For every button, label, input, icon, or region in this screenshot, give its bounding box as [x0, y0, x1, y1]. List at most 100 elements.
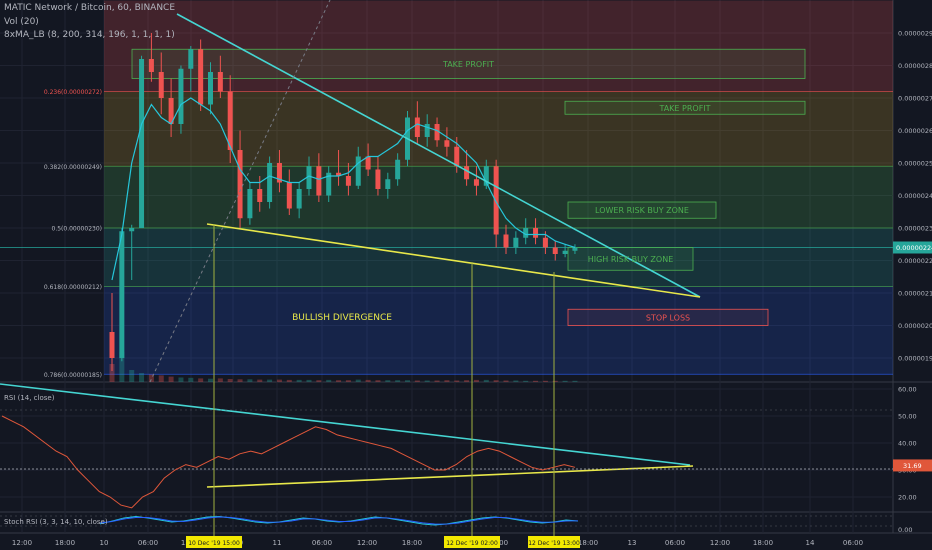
rsi-value-tag — [893, 459, 932, 472]
candle-body — [513, 237, 519, 248]
candle-body — [355, 156, 361, 186]
volume-bar — [434, 380, 440, 382]
candle-body — [365, 156, 371, 170]
support-trendline[interactable] — [206, 223, 701, 298]
candle-body — [483, 166, 489, 186]
candle-body — [523, 228, 529, 238]
fib-level-label: 0.786(0.00000185) — [44, 372, 102, 379]
candle-body — [562, 250, 568, 254]
volume-bar — [148, 374, 154, 382]
candle-body — [158, 72, 164, 98]
rsi-descending-trendline[interactable] — [0, 383, 691, 466]
candle-body — [336, 172, 342, 176]
rsi-tick-label: 50.00 — [898, 413, 917, 421]
candle-body — [424, 124, 430, 137]
volume-bar — [316, 380, 322, 382]
time-tick-label: 18:00 — [402, 539, 422, 547]
volume-bar — [533, 380, 539, 382]
volume-bar — [188, 377, 194, 382]
candle-body — [464, 166, 470, 180]
volume-bar — [109, 364, 115, 382]
volume-bar — [227, 379, 233, 382]
time-tick-label: 11 — [273, 539, 282, 547]
fib-level-label: 0.236(0.00000272) — [44, 89, 102, 96]
volume-bar — [129, 370, 135, 382]
volume-bar — [296, 379, 302, 382]
volume-bar — [257, 379, 263, 382]
date-marker-label: 12 Dec '19 02:00 — [446, 540, 498, 547]
candle-body — [267, 163, 273, 202]
volume-bar — [326, 379, 332, 382]
volume-bar — [237, 379, 243, 382]
descending-trendline[interactable] — [176, 13, 701, 298]
candle-body — [345, 176, 351, 186]
time-tick-label: 14 — [806, 539, 815, 547]
stoch-tick-label: 0.00 — [898, 526, 912, 534]
time-tick-label: 12:00 — [357, 539, 377, 547]
time-tick-label: 13 — [628, 539, 637, 547]
volume-bar — [572, 380, 578, 382]
dashed-projection-line — [149, 0, 331, 383]
trade-zone-box — [567, 308, 769, 326]
volume-bar — [424, 380, 430, 382]
candle-body — [129, 228, 135, 232]
volume-bar — [168, 376, 174, 382]
candle-body — [533, 228, 539, 238]
candle-body — [316, 166, 322, 196]
volume-bar — [336, 380, 342, 382]
volume-bar — [454, 380, 460, 382]
price-axis-background — [893, 0, 932, 550]
trade-zone-label: TAKE PROFIT — [658, 104, 710, 113]
candle-body — [296, 189, 302, 209]
time-tick-label: 18:00 — [578, 539, 598, 547]
volume-bar — [542, 380, 548, 382]
volume-bar — [119, 352, 125, 382]
volume-bar — [523, 380, 529, 382]
ma-indicator-title: 8xMA_LB (8, 200, 314, 196, 1, 1, 1, 1) — [4, 30, 175, 40]
volume-bar — [493, 380, 499, 382]
symbol-title: MATIC Network / Bitcoin, 60, BINANCE — [4, 3, 176, 13]
fib-level-label: 0.5(0.00000230) — [52, 226, 103, 233]
current-price-label: 0.00000224 — [896, 244, 932, 252]
candle-body — [493, 166, 499, 235]
trade-zone-box — [564, 100, 806, 115]
volume-bar — [276, 379, 282, 382]
volume-bar — [473, 379, 479, 382]
candle-body — [375, 169, 381, 189]
fib-level-label: 0.618(0.00000212) — [44, 284, 102, 291]
volume-bar — [375, 380, 381, 382]
price-tick-label: 0.00000190 — [898, 355, 932, 363]
trade-zone-label: LOWER RISK BUY ZONE — [595, 206, 689, 215]
time-tick-label: 12:00 — [12, 539, 32, 547]
candle-body — [385, 179, 391, 189]
volume-indicator-title: Vol (20) — [4, 17, 39, 27]
volume-bar — [345, 380, 351, 382]
drawn-lines[interactable] — [0, 0, 893, 540]
rsi-title: RSI (14, close) — [4, 394, 55, 402]
stoch-d-line — [99, 516, 579, 525]
fib-level-label: 0.382(0.00000249) — [44, 164, 102, 171]
time-tick-label: 06:00 — [138, 539, 158, 547]
candle-body — [119, 231, 125, 358]
volume-bar — [464, 380, 470, 382]
time-tick-label: 06:00 — [312, 539, 332, 547]
rsi-value-label: 31.69 — [903, 462, 922, 470]
candle-body — [503, 234, 509, 248]
candle-body — [552, 247, 558, 254]
chart-labels: 0.236(0.00000272) 0.382(0.00000249) 0.5(0.… — [4, 60, 711, 526]
candle-body — [306, 166, 312, 189]
fib-band — [104, 91, 893, 167]
rsi-tick-label: 20.00 — [898, 494, 917, 502]
time-tick-label: 06:00 — [843, 539, 863, 547]
candle-body — [414, 117, 420, 137]
date-marker-label: 12 Dec '19 13:00 — [528, 540, 580, 547]
volume-bar — [503, 380, 509, 382]
rsi-support-trendline[interactable] — [206, 465, 694, 488]
time-tick-label: 06:00 — [665, 539, 685, 547]
volume-bar — [286, 379, 292, 382]
volume-bar — [365, 379, 371, 382]
